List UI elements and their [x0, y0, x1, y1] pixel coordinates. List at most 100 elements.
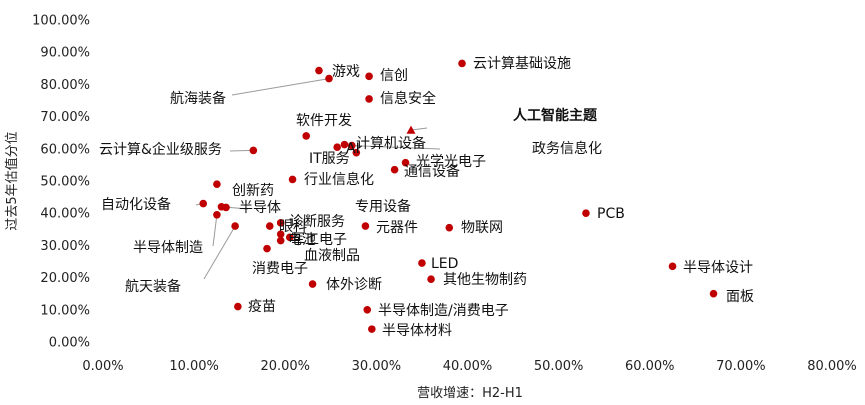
point-label: 半导体设计 — [683, 260, 753, 276]
scatter-point — [427, 275, 435, 284]
point-label: 诊断服务 — [289, 214, 345, 230]
scatter-point — [668, 262, 677, 271]
leader-line — [203, 225, 236, 280]
scatter-point — [365, 72, 373, 81]
scatter-point — [365, 95, 373, 103]
scatter-point — [325, 74, 333, 83]
y-tick-label: 50.00% — [40, 175, 90, 190]
scatter-point — [231, 222, 239, 230]
point-label: 航天装备 — [125, 278, 181, 295]
point-label: AI — [346, 141, 360, 157]
leader-line — [351, 145, 441, 150]
point-label: IT服务 — [309, 151, 350, 167]
scatter-point — [265, 222, 274, 230]
point-label: LED — [431, 256, 458, 272]
y-tick-label: 100.00% — [32, 14, 90, 29]
scatter-point — [418, 259, 426, 267]
y-tick-label: 40.00% — [40, 207, 90, 222]
scatter-point — [276, 219, 285, 227]
x-tick-label: 20.00% — [260, 359, 310, 374]
point-label: 体外诊断 — [326, 277, 382, 293]
y-tick-label: 20.00% — [40, 271, 90, 286]
scatter-point — [263, 244, 271, 253]
point-label: 其他生物制药 — [443, 272, 527, 288]
y-axis-title: 过去5年估值分位 — [4, 131, 20, 230]
scatter-point — [347, 141, 356, 150]
x-tick-label: 30.00% — [352, 359, 402, 374]
scatter-point — [249, 146, 258, 155]
scatter-point — [234, 302, 242, 311]
point-label: 血液制品 — [304, 248, 360, 264]
scatter-point — [352, 148, 361, 157]
point-label: 军工电子 — [291, 232, 347, 248]
x-tick-label: 0.00% — [82, 359, 123, 374]
point-label: 半导体材料 — [382, 323, 452, 339]
point-label: 软件开发 — [296, 113, 352, 129]
x-tick-label: 60.00% — [625, 359, 675, 374]
point-label: 政务信息化 — [532, 140, 602, 157]
scatter-point — [315, 66, 323, 75]
point-label: 人工智能主题 — [513, 107, 598, 124]
point-label: 消费电子 — [252, 261, 308, 277]
scatter-point — [217, 202, 226, 211]
y-tick-label: 90.00% — [40, 46, 90, 61]
scatter-point — [582, 209, 590, 217]
scatter-point — [213, 211, 221, 219]
x-axis: 0.00% 10.00% 20.00% 30.00% 40.00% 50.00% 60.00… — [82, 359, 856, 374]
point-label: 半导体 — [239, 200, 281, 216]
scatter-point — [302, 132, 311, 140]
scatter-point — [199, 199, 208, 208]
leader-line — [231, 78, 330, 96]
leader-line — [229, 149, 254, 152]
point-label: 物联网 — [461, 220, 503, 236]
scatter-point — [390, 165, 399, 174]
scatter-point — [213, 180, 221, 189]
y-tick-label: 60.00% — [40, 142, 90, 157]
point-label: 计算机设备 — [356, 135, 426, 152]
scatter-point — [286, 233, 294, 242]
point-label: 游戏 — [332, 64, 360, 80]
point-label: 面板 — [726, 289, 754, 305]
x-axis-title: 营收增速：H2-H1 — [417, 386, 523, 401]
scatter-point — [288, 175, 297, 184]
scatter-point — [276, 236, 285, 245]
point-label: PCB — [597, 206, 625, 222]
scatter-point — [445, 223, 454, 232]
y-tick-label: 70.00% — [40, 110, 90, 125]
y-tick-label: 10.00% — [40, 303, 90, 318]
point-label: 光学光电子 — [416, 154, 486, 170]
leader-line — [410, 127, 428, 131]
point-label: 半导体制造 — [133, 240, 203, 256]
scatter-point — [340, 140, 349, 149]
point-label: 通信设备 — [404, 163, 460, 180]
x-tick-label: 40.00% — [443, 359, 493, 374]
point-label: 元器件 — [376, 220, 418, 236]
point-label: 疫苗 — [248, 299, 276, 315]
data-points — [199, 59, 718, 333]
x-tick-label: 10.00% — [169, 359, 219, 374]
scatter-point — [363, 306, 372, 314]
scatter-point — [401, 158, 410, 167]
point-label: 云计算&企业级服务 — [99, 141, 222, 158]
scatter-point — [709, 289, 718, 298]
x-tick-label: 80.00% — [807, 359, 857, 374]
point-label: 专用设备 — [355, 198, 411, 215]
scatter-point — [333, 143, 341, 151]
point-label: 云计算基础设施 — [473, 55, 571, 72]
point-label: 创新药 — [232, 183, 274, 199]
point-label: 电池 — [288, 232, 316, 248]
scatter-point — [458, 59, 466, 68]
triangle-point — [406, 125, 416, 134]
scatter-point — [276, 230, 285, 238]
point-label: 航海装备 — [170, 90, 226, 107]
y-tick-label: 80.00% — [40, 78, 90, 93]
point-label: 眼科 — [279, 219, 307, 235]
scatter-point — [368, 325, 376, 333]
leader-line — [212, 214, 218, 247]
point-label: 信创 — [380, 68, 408, 84]
x-tick-label: 70.00% — [716, 359, 766, 374]
point-label: 自动化设备 — [101, 196, 171, 213]
y-axis: 0.00% 10.00% 20.00% 30.00% 40.00% 50.00% 60.00… — [32, 14, 90, 351]
